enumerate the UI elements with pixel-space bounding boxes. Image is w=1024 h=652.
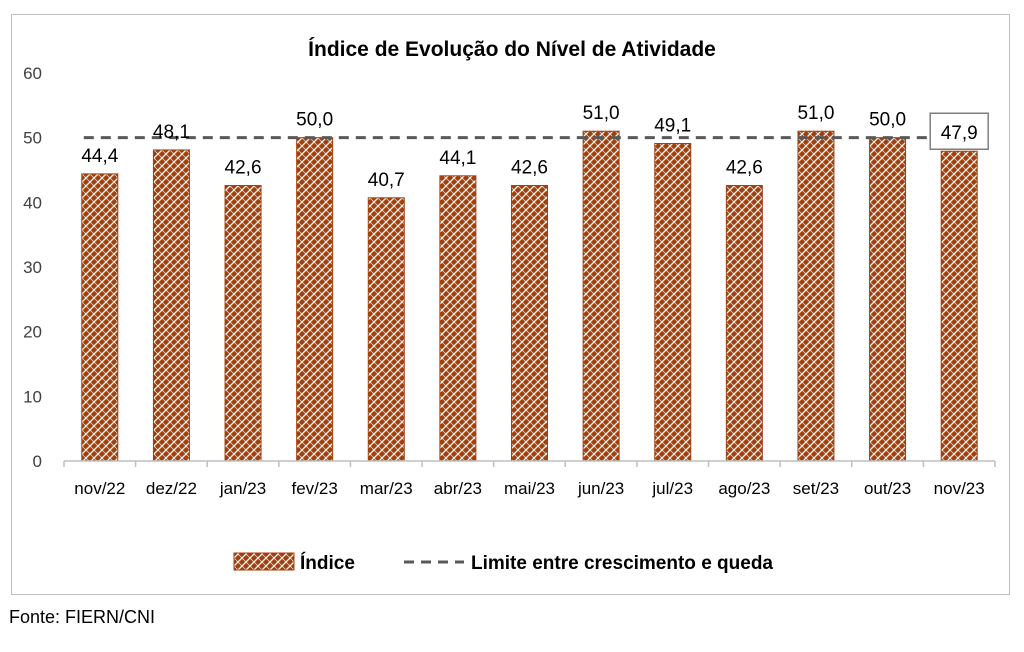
bar-set-23 (797, 130, 835, 462)
bar-mai-23 (511, 185, 548, 462)
x-tick-label: nov/23 (934, 479, 985, 498)
x-tick-label: dez/22 (146, 479, 197, 498)
y-tick-label: 10 (23, 387, 42, 406)
bars (81, 130, 978, 462)
y-tick-label: 50 (23, 129, 42, 148)
data-label: 42,6 (726, 158, 763, 179)
x-tick-label: out/23 (864, 479, 911, 498)
data-label: 40,7 (368, 170, 405, 191)
bar-abr-23 (439, 175, 477, 462)
y-tick-label: 60 (23, 64, 42, 83)
x-tick-label: jun/23 (577, 479, 624, 498)
x-tick-label: abr/23 (434, 479, 482, 498)
data-label: 50,0 (296, 110, 333, 131)
x-tick-label: jul/23 (651, 479, 693, 498)
legend-label-indice: Índice (300, 552, 355, 574)
y-tick-label: 20 (23, 323, 42, 342)
bar-nov-23 (940, 150, 978, 462)
y-tick-label: 0 (33, 452, 42, 471)
x-tick-label: mai/23 (504, 479, 555, 498)
data-labels: 44,4 48,1 42,6 50,0 40,7 44,1 42,6 51,0 49,1 42,6… (81, 103, 989, 191)
data-label: 47,9 (941, 123, 978, 144)
x-tick-label: set/23 (793, 479, 839, 498)
bar-dez-22 (152, 149, 190, 462)
y-axis: 0 10 20 30 40 50 60 (23, 64, 42, 471)
data-label: 44,1 (439, 148, 476, 169)
bar-mar-23 (367, 197, 405, 462)
bar-jun-23 (582, 130, 620, 462)
data-label: 42,6 (511, 158, 548, 179)
data-label: 42,6 (225, 158, 262, 179)
x-tick-label: jan/23 (219, 479, 266, 498)
source-note: Fonte: FIERN/CNI (9, 607, 156, 627)
bar-jul-23 (654, 142, 692, 462)
y-tick-label: 30 (23, 258, 42, 277)
x-tick-label: nov/22 (74, 479, 125, 498)
legend: Índice Limite entre crescimento e queda (233, 552, 773, 574)
bar-chart: Índice de Evolução do Nível de Atividade… (23, 38, 996, 574)
data-label: 51,0 (583, 103, 620, 124)
data-label: 51,0 (797, 103, 834, 124)
chart-title: Índice de Evolução do Nível de Atividade (308, 38, 716, 61)
bar-fev-23 (296, 137, 334, 462)
x-tick-label: fev/23 (291, 479, 337, 498)
x-tick-label: ago/23 (718, 479, 770, 498)
data-label: 44,4 (81, 146, 118, 167)
legend-swatch-indice (233, 552, 295, 571)
bar-out-23 (869, 137, 907, 462)
x-axis: nov/22 dez/22 jan/23 fev/23 mar/23 abr/23 mai/… (63, 460, 996, 498)
bar-jan-23 (224, 185, 262, 462)
y-tick-label: 40 (23, 193, 42, 212)
bar-nov-22 (81, 173, 119, 462)
legend-label-limite: Limite entre crescimento e queda (471, 553, 773, 574)
data-label: 48,1 (153, 122, 190, 143)
highlight-label-box (929, 112, 989, 150)
bar-ago-23 (725, 185, 763, 462)
x-tick-label: mar/23 (360, 479, 413, 498)
data-label: 50,0 (869, 110, 906, 131)
data-label: 49,1 (654, 115, 691, 136)
